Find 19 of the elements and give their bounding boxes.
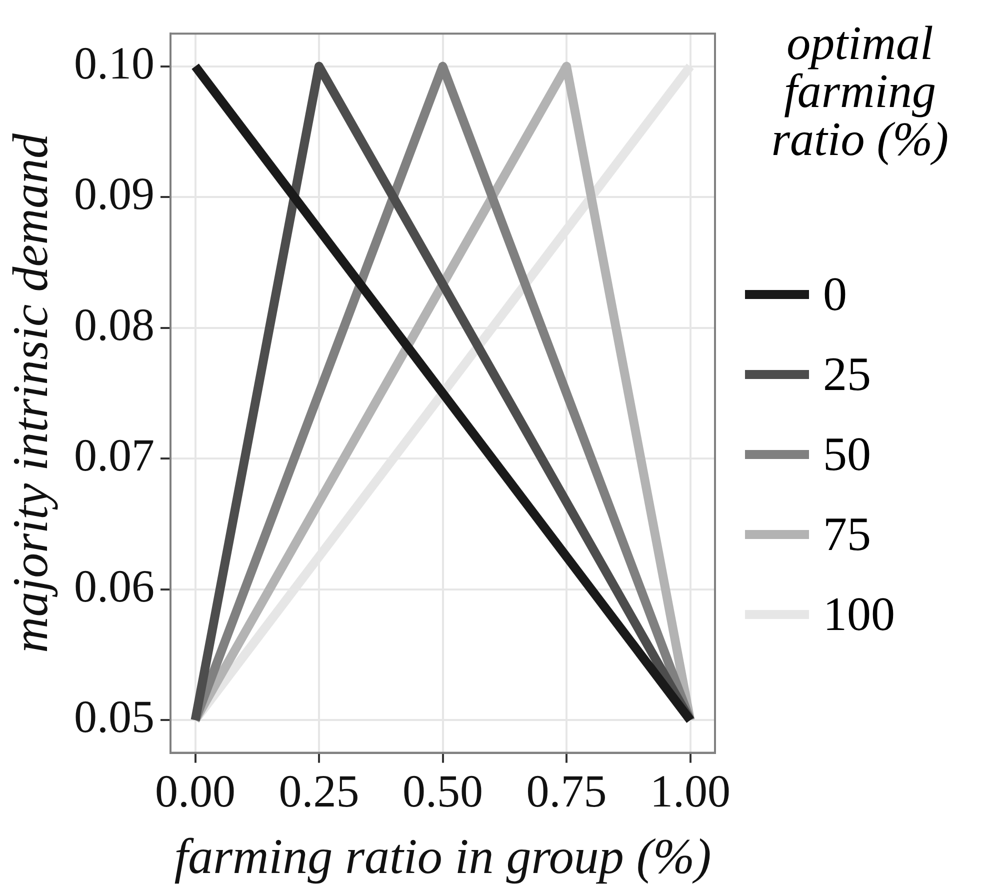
legend-label: 75	[823, 506, 871, 562]
x-tick-label: 1.00	[650, 765, 730, 816]
x-tick-label: 0.50	[402, 765, 483, 816]
legend-label: 0	[823, 266, 847, 322]
legend-label: 50	[823, 426, 871, 482]
legend-label: 100	[823, 586, 895, 642]
x-tick-label: 0.25	[278, 765, 360, 816]
y-tick-label: 0.10	[74, 37, 154, 88]
legend-label: 25	[823, 346, 871, 402]
x-tick-label: 0.00	[155, 765, 236, 816]
y-tick-label: 0.07	[74, 430, 154, 481]
x-tick-label: 0.75	[526, 765, 607, 816]
legend-title: optimal farming ratio (%)	[770, 17, 950, 166]
y-tick-label: 0.09	[74, 168, 154, 220]
y-tick-label: 0.08	[74, 298, 154, 350]
y-tick-label: 0.05	[74, 691, 154, 742]
y-axis-title: majority intrinsic demand	[2, 132, 58, 653]
x-axis-title: farming ratio in group (%)	[174, 828, 712, 884]
y-tick-label: 0.06	[74, 560, 154, 612]
